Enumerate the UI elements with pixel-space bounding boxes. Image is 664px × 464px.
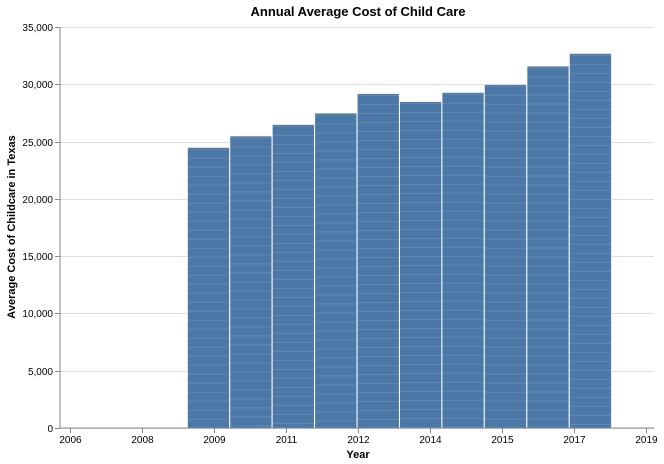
chart-title: Annual Average Cost of Child Care	[250, 4, 465, 19]
bar	[569, 53, 612, 428]
bar-group	[441, 91, 485, 429]
bar-group	[356, 92, 400, 429]
bar-group	[314, 112, 358, 429]
bar-group	[526, 65, 570, 429]
x-tick-label: 2014	[419, 435, 442, 446]
y-tick-label: 5,000	[28, 367, 53, 378]
y-axis-title: Average Cost of Childcare in Texas	[6, 135, 18, 318]
x-tick-label: 2008	[131, 435, 154, 446]
x-tick-label: 2015	[491, 435, 514, 446]
x-tick-label: 2011	[276, 435, 298, 446]
axes	[59, 27, 654, 429]
bar	[272, 124, 315, 428]
x-tick-label: 2009	[203, 435, 226, 446]
y-ticks: 0 5,000 10,000 15,000 20,000 25,000 30,000 35,0…	[22, 23, 60, 435]
y-tick-label: 15,000	[22, 252, 53, 263]
x-tick-label: 2012	[347, 435, 370, 446]
bar-group	[271, 123, 315, 429]
bar	[484, 84, 527, 429]
x-tick-label: 2017	[563, 435, 586, 446]
bar	[187, 147, 230, 429]
bar-group	[186, 146, 231, 429]
y-tick-label: 25,000	[22, 138, 53, 149]
x-tick-label: 2006	[59, 435, 82, 446]
y-tick-label: 30,000	[22, 80, 53, 91]
x-ticks: 2006 2008 2009 2011 2012 2014 2015 2017 2019	[59, 428, 658, 446]
y-tick-label: 10,000	[22, 309, 53, 320]
bar-group	[568, 52, 613, 429]
bar	[357, 93, 400, 429]
bar-group	[229, 135, 273, 429]
bar-group	[399, 100, 443, 429]
bar	[229, 135, 273, 429]
bar	[314, 112, 357, 428]
x-axis-title: Year	[346, 449, 370, 461]
bar	[441, 92, 485, 428]
x-tick-label: 2019	[635, 435, 658, 446]
y-tick-label: 0	[47, 424, 53, 435]
y-tick-label: 35,000	[22, 23, 53, 34]
bar	[399, 101, 442, 428]
bars	[186, 52, 613, 429]
y-tick-label: 20,000	[22, 195, 53, 206]
bar	[526, 65, 570, 428]
bar-group	[483, 83, 528, 429]
